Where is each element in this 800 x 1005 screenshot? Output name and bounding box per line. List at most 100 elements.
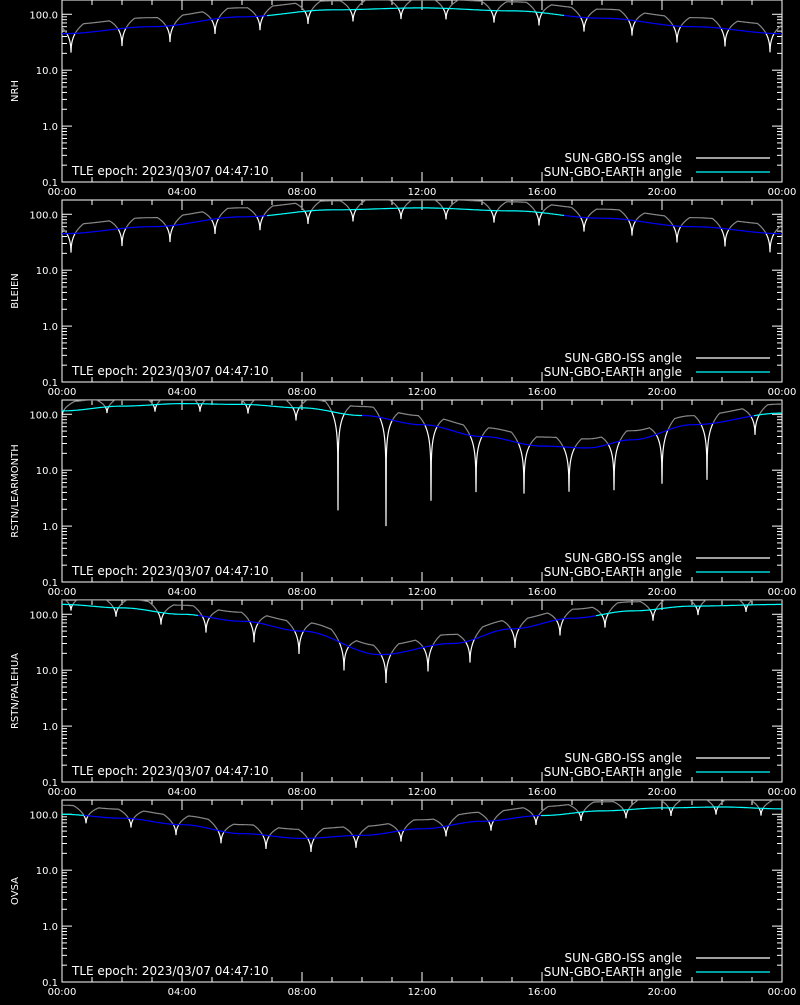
iss-angle-line [694, 605, 701, 616]
x-tick-label: 04:00 [168, 987, 197, 998]
iss-angle-line [173, 11, 212, 27]
iss-angle-line [201, 615, 211, 633]
y-tick-label: 10.0 [36, 866, 58, 877]
iss-angle-line [529, 436, 564, 447]
iss-angle-line [65, 232, 76, 253]
iss-angle-line [293, 630, 305, 655]
iss-angle-line [71, 600, 114, 608]
x-tick-label: 16:00 [528, 987, 557, 998]
x-tick-label: 00:00 [768, 587, 797, 598]
y-tick-label: 1.0 [42, 522, 58, 533]
iss-angle-line [758, 807, 764, 816]
iss-angle-line [672, 225, 682, 243]
iss-angle-line [492, 807, 534, 822]
iss-angle-line [355, 200, 399, 211]
iss-angle-line [464, 638, 476, 663]
y-tick-label: 1.0 [42, 122, 58, 133]
x-tick-label: 12:00 [408, 787, 437, 798]
iss-angle-line [749, 414, 760, 435]
y-axis-label: OVSA [10, 877, 21, 905]
earth-angle-line [563, 214, 782, 235]
x-tick-label: 04:00 [168, 587, 197, 598]
iss-angle-line [298, 400, 332, 412]
iss-angle-line [292, 407, 300, 421]
y-tick-label: 100.0 [29, 410, 58, 421]
iss-angle-line [469, 434, 483, 493]
legend-earth-label: SUN-GBO-EARTH angle [544, 565, 682, 579]
iss-angle-line [436, 418, 471, 436]
iss-angle-line [773, 24, 782, 34]
iss-angle-line [518, 612, 557, 629]
x-tick-label: 04:00 [168, 187, 197, 198]
iss-angle-line [627, 19, 637, 36]
iss-angle-line [481, 427, 519, 443]
y-tick-label: 10.0 [36, 466, 58, 477]
iss-angle-line [268, 827, 308, 839]
iss-angle-line [178, 815, 219, 831]
iss-angle-line [209, 609, 251, 622]
x-tick-label: 08:00 [288, 387, 317, 398]
iss-angle-line [764, 232, 775, 253]
iss-angle-line [764, 32, 775, 53]
iss-angle-line [117, 27, 127, 47]
iss-angle-line [397, 7, 405, 20]
iss-angle-line [432, 633, 466, 646]
iss-angle-line [541, 204, 581, 218]
plot-area [62, 400, 782, 527]
iss-angle-line [310, 200, 351, 212]
iss-angle-line [152, 404, 158, 412]
iss-angle-line [700, 423, 714, 480]
iss-angle-line [248, 621, 259, 643]
iss-angle-line [62, 227, 67, 234]
iss-angle-line [496, 1, 536, 12]
x-tick-label: 00:00 [48, 987, 77, 998]
iss-angle-line [728, 20, 767, 33]
iss-angle-line [619, 427, 657, 442]
x-tick-label: 20:00 [648, 987, 677, 998]
earth-angle-line [362, 414, 755, 449]
iss-angle-line [534, 11, 543, 26]
iss-angle-line [600, 613, 609, 628]
y-tick-label: 100.0 [29, 10, 58, 21]
iss-angle-line [579, 16, 588, 32]
iss-angle-line [172, 823, 180, 836]
iss-angle-line [537, 804, 579, 817]
y-tick-label: 100.0 [29, 610, 58, 621]
iss-angle-line [448, 811, 489, 827]
iss-angle-line [165, 225, 175, 243]
chart-panel-4: 100.010.01.00.100:00 04:00 08:00 12:00 16:00… [10, 799, 796, 998]
earth-angle-line [62, 15, 268, 35]
x-tick-label: 00:00 [48, 787, 77, 798]
iss-angle-line [62, 411, 64, 417]
iss-angle-line [132, 810, 174, 825]
iss-angle-line [623, 809, 629, 819]
iss-angle-line [218, 7, 257, 19]
y-tick-label: 0.1 [42, 978, 58, 989]
iss-angle-line [712, 408, 751, 424]
x-tick-label: 16:00 [528, 587, 557, 598]
tle-epoch-label: TLE epoch: 2023/03/07 04:47:10 [71, 164, 269, 178]
y-axis-label: RSTN/PALEHUA [10, 653, 21, 729]
x-tick-label: 12:00 [408, 987, 437, 998]
x-tick-label: 20:00 [648, 187, 677, 198]
x-tick-label: 20:00 [648, 387, 677, 398]
iss-angle-line [403, 818, 444, 831]
iss-angle-line [303, 210, 312, 224]
y-tick-label: 0.1 [42, 778, 58, 789]
x-tick-label: 08:00 [288, 787, 317, 798]
iss-angle-line [303, 10, 312, 24]
iss-angle-line [655, 600, 696, 610]
iss-angle-line [62, 27, 67, 34]
iss-angle-line [390, 639, 424, 655]
iss-angle-line [349, 9, 357, 22]
iss-angle-line [348, 640, 382, 655]
x-tick-label: 20:00 [648, 787, 677, 798]
iss-angle-line [442, 207, 450, 220]
y-tick-label: 100.0 [29, 210, 58, 221]
earth-angle-line [595, 603, 782, 617]
x-tick-label: 08:00 [288, 987, 317, 998]
plot-area [62, 600, 782, 684]
legend-iss-label: SUN-GBO-ISS angle [565, 951, 682, 965]
iss-angle-line [223, 823, 263, 835]
